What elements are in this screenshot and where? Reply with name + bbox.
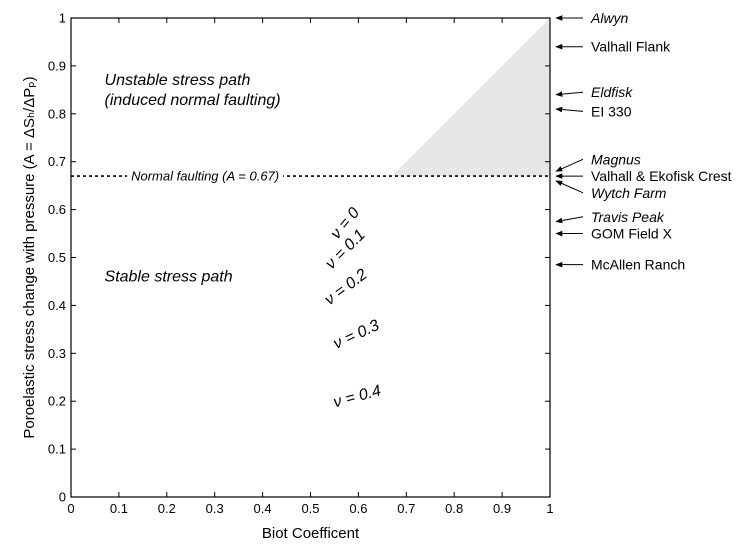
y-tick-label: 0.7: [48, 154, 66, 169]
region-label-line: Unstable stress path: [105, 72, 251, 89]
y-tick-label: 1: [59, 11, 66, 26]
field-marker-arrow: [555, 91, 584, 97]
stable-region-label: Stable stress path: [105, 268, 233, 285]
x-tick-label: 0: [67, 501, 74, 516]
field-marker-arrow: [555, 216, 584, 224]
x-tick-label: 0.3: [206, 501, 224, 516]
normal-faulting-label: Normal faulting (A = 0.67): [131, 169, 279, 184]
x-tick-label: 0.1: [110, 501, 128, 516]
unstable-region-label: Unstable stress path (induced normal faul…: [105, 72, 281, 109]
field-marker-label: Magnus: [591, 151, 641, 167]
field-marker-label: Valhall & Ekofisk Crest: [591, 168, 732, 184]
field-marker-label: Alwyn: [590, 10, 629, 26]
x-axis-ticks: 0 0.1 0.2 0.3 0.4 0.5 0.6 0.7 0.8 0.9 1: [67, 18, 554, 516]
x-tick-label: 0.6: [349, 501, 367, 516]
reference-line-layer: Normal faulting (A = 0.67): [71, 168, 550, 184]
normal-faulting-label-background: [127, 168, 284, 184]
field-marker-arrow: [555, 158, 584, 172]
shaded-unstable-region: [391, 18, 550, 177]
x-axis-title: Biot Coefficent: [262, 525, 360, 542]
x-tick-label: 0.8: [445, 501, 463, 516]
y-tick-label: 0.1: [48, 442, 66, 457]
x-tick-label: 0.7: [397, 501, 415, 516]
y-tick-label: 0: [59, 490, 66, 505]
field-marker-label: GOM Field X: [591, 226, 673, 242]
region-labels: Unstable stress path (induced normal faul…: [105, 72, 281, 285]
x-tick-label: 0.9: [493, 501, 511, 516]
y-axis-ticks: 0 0.1 0.2 0.3 0.4 0.5 0.6 0.7 0.8 0.9 1: [48, 11, 550, 505]
poisson-ratio-label: ν = 0.4: [332, 382, 383, 411]
y-tick-label: 0.2: [48, 394, 66, 409]
x-tick-label: 0.5: [301, 501, 319, 516]
y-axis-title: Poroelastic stress change with pressure …: [21, 76, 38, 438]
x-tick-label: 0.4: [254, 501, 272, 516]
y-tick-label: 0.4: [48, 298, 66, 313]
field-marker-arrow: [555, 180, 584, 194]
y-tick-label: 0.9: [48, 58, 66, 73]
region-label-line: (induced normal faulting): [105, 92, 281, 109]
plot-frame: [70, 17, 551, 498]
y-tick-label: 0.8: [48, 106, 66, 121]
field-marker-label: Wytch Farm: [591, 185, 667, 201]
field-marker-arrow: [555, 106, 584, 113]
y-tick-label: 0.5: [48, 250, 66, 265]
field-marker-label: McAllen Ranch: [591, 257, 685, 273]
shaded-unstable-region-layer: [391, 18, 550, 177]
field-marker-label: Eldfisk: [591, 84, 633, 100]
y-tick-label: 0.3: [48, 346, 66, 361]
poisson-ratio-label: ν = 0.3: [331, 317, 382, 353]
region-label-line: Stable stress path: [105, 268, 233, 285]
x-tick-label: 0.2: [158, 501, 176, 516]
field-markers: Alwyn Valhall Flank Eldfisk EI 330 MagnusVal…: [555, 10, 732, 273]
x-tick-label: 1: [546, 501, 553, 516]
field-marker-label: EI 330: [591, 103, 632, 119]
y-tick-label: 0.6: [48, 202, 66, 217]
field-marker-label: Valhall Flank: [591, 39, 671, 55]
field-marker-label: Travis Peak: [591, 209, 665, 225]
poisson-ratio-labels: ν = 0ν = 0.1ν = 0.2ν = 0.3ν = 0.4: [322, 204, 383, 411]
poisson-ratio-label: ν = 0.2: [322, 266, 371, 309]
